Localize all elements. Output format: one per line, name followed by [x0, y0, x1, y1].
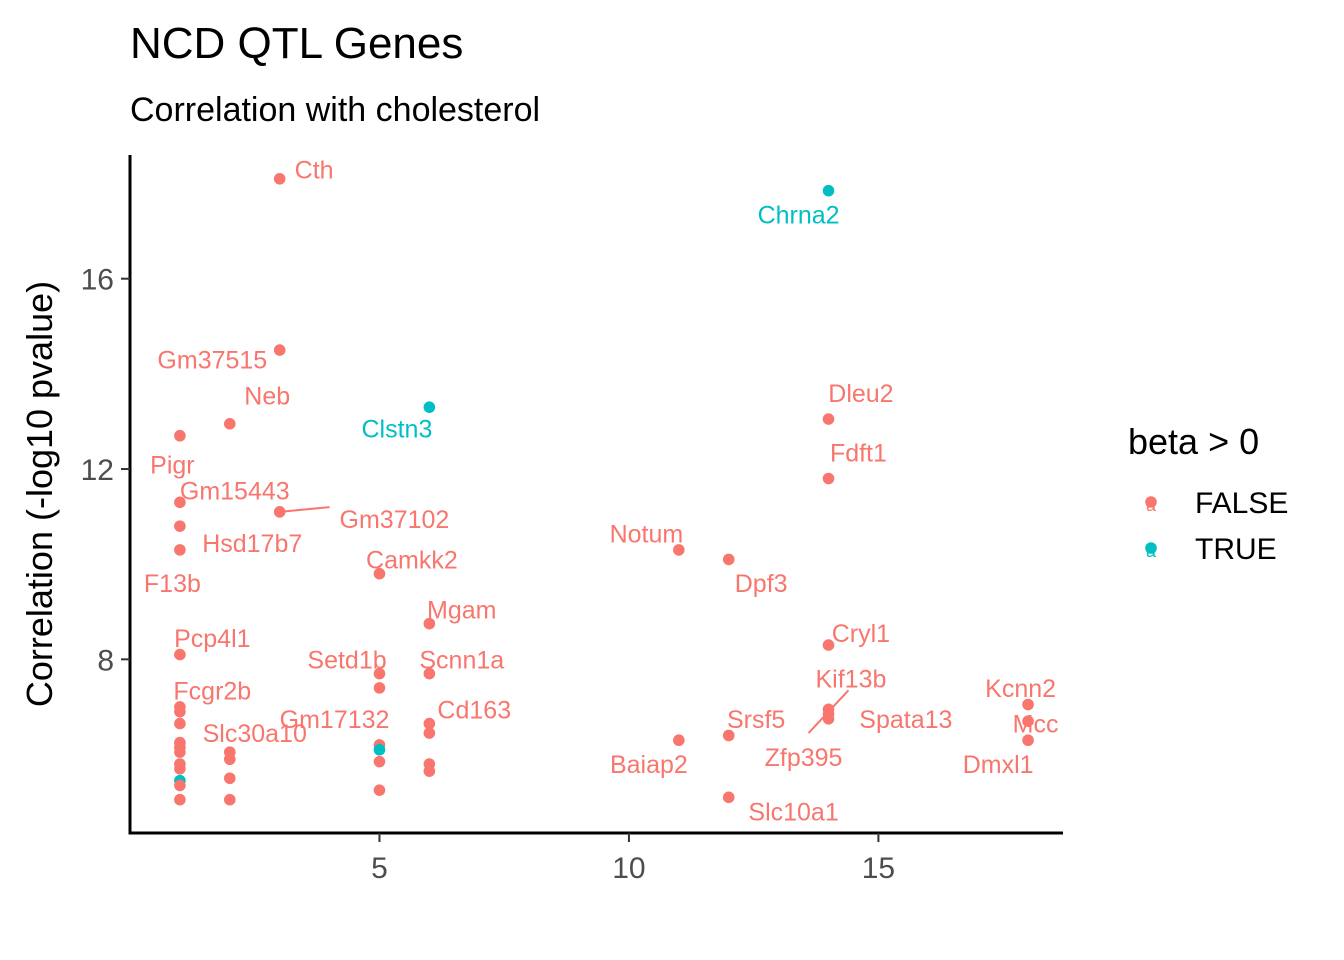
label-connector: [279, 506, 330, 513]
point-label: Pcp4l1: [174, 625, 250, 653]
data-point: [423, 727, 436, 739]
point-label: Srsf5: [727, 706, 785, 734]
point-label: Clstn3: [361, 416, 432, 444]
point-label: Gm37515: [157, 347, 267, 375]
point-label: Spata13: [859, 706, 952, 734]
data-point: [822, 713, 835, 725]
data-point: [273, 172, 286, 185]
data-point: [423, 667, 436, 680]
x-tick-label: 15: [862, 852, 895, 885]
y-axis-label: Correlation (-log10 pvalue): [19, 281, 60, 707]
point-label: Kcnn2: [985, 675, 1056, 703]
point-label: Pigr: [150, 451, 194, 479]
data-point: [223, 772, 236, 785]
data-point: [722, 791, 735, 804]
point-label: Gm17132: [280, 706, 390, 734]
y-tick-label: 16: [81, 264, 114, 297]
point-label: Notum: [610, 520, 684, 548]
data-point: [373, 784, 386, 796]
data-point: [373, 743, 386, 756]
data-point: [273, 344, 286, 356]
data-point: [174, 429, 186, 442]
x-tick-label: 10: [612, 852, 645, 885]
data-point: [174, 793, 186, 806]
data-point: [822, 639, 835, 651]
data-point: [373, 667, 386, 680]
data-point: [373, 567, 386, 580]
point-label: Fdft1: [830, 439, 887, 467]
point-label: Cd163: [437, 696, 511, 724]
legend: beta > 0 a FALSE a TRUE: [1128, 421, 1288, 566]
legend-label: FALSE: [1195, 487, 1288, 520]
data-point: [822, 184, 835, 197]
data-point: [174, 648, 186, 661]
point-label: Dpf3: [735, 570, 788, 598]
point-label: Hsd17b7: [202, 530, 302, 558]
data-point: [1022, 715, 1034, 727]
legend-key-glyph: a: [1146, 495, 1157, 515]
data-point: [174, 520, 186, 532]
data-point: [722, 553, 735, 566]
data-point: [673, 734, 685, 747]
data-point: [1022, 698, 1034, 711]
data-point: [174, 496, 186, 509]
point-label: Kif13b: [816, 665, 887, 693]
data-point: [822, 413, 835, 425]
data-point: [373, 755, 386, 768]
legend-key-point: [1145, 542, 1157, 554]
data-point: [373, 682, 386, 694]
chart-title: NCD QTL Genes: [130, 19, 463, 68]
point-label: Setd1b: [307, 646, 386, 674]
point-label: Dmxl1: [963, 751, 1034, 779]
point-label: Slc10a1: [748, 799, 838, 827]
data-point: [273, 506, 286, 518]
point-label: Mcc: [1013, 711, 1059, 739]
x-tick-label: 5: [371, 852, 388, 885]
point-label: Cryl1: [832, 620, 890, 648]
point-label: Gm15443: [180, 477, 290, 505]
point-label: Chrna2: [758, 201, 840, 229]
point-label: Neb: [244, 382, 290, 410]
chart-subtitle: Correlation with cholesterol: [130, 91, 540, 129]
legend-label: TRUE: [1195, 533, 1277, 566]
point-label: F13b: [144, 570, 201, 598]
point-label: Fcgr2b: [173, 677, 251, 705]
data-point: [822, 472, 835, 485]
data-point: [223, 793, 236, 806]
data-point: [174, 746, 186, 758]
y-tick-label: 12: [81, 454, 114, 487]
data-point: [174, 762, 186, 775]
y-tick-label: 8: [97, 644, 114, 677]
point-label: Cth: [295, 156, 334, 184]
legend-key-glyph: a: [1146, 541, 1157, 561]
point-label: Dleu2: [828, 380, 893, 408]
data-point: [174, 717, 186, 730]
data-point: [174, 544, 186, 556]
legend-title: beta > 0: [1128, 421, 1259, 462]
point-label: Zfp395: [765, 744, 843, 772]
point-label: Mgam: [427, 596, 496, 624]
data-point: [423, 401, 436, 413]
plot-area: 5 10 15 8 12 16 Cth Chrna2 Gm37515 Clstn3 Neb Dleu2…: [81, 155, 1063, 885]
data-point: [673, 544, 685, 556]
data-point: [423, 765, 436, 777]
point-label: Gm37102: [340, 506, 450, 534]
data-point: [423, 717, 436, 730]
point-label: Scnn1a: [419, 646, 504, 674]
point-label: Camkk2: [366, 546, 458, 574]
data-point: [223, 753, 236, 766]
data-point: [722, 729, 735, 742]
data-point: [423, 617, 436, 630]
data-point: [174, 779, 186, 792]
point-label: Slc30a10: [203, 720, 307, 748]
data-point: [223, 418, 236, 430]
data-point: [174, 705, 186, 718]
data-point: [1022, 734, 1034, 747]
legend-key-point: [1145, 496, 1157, 508]
point-label: Baiap2: [610, 751, 688, 779]
